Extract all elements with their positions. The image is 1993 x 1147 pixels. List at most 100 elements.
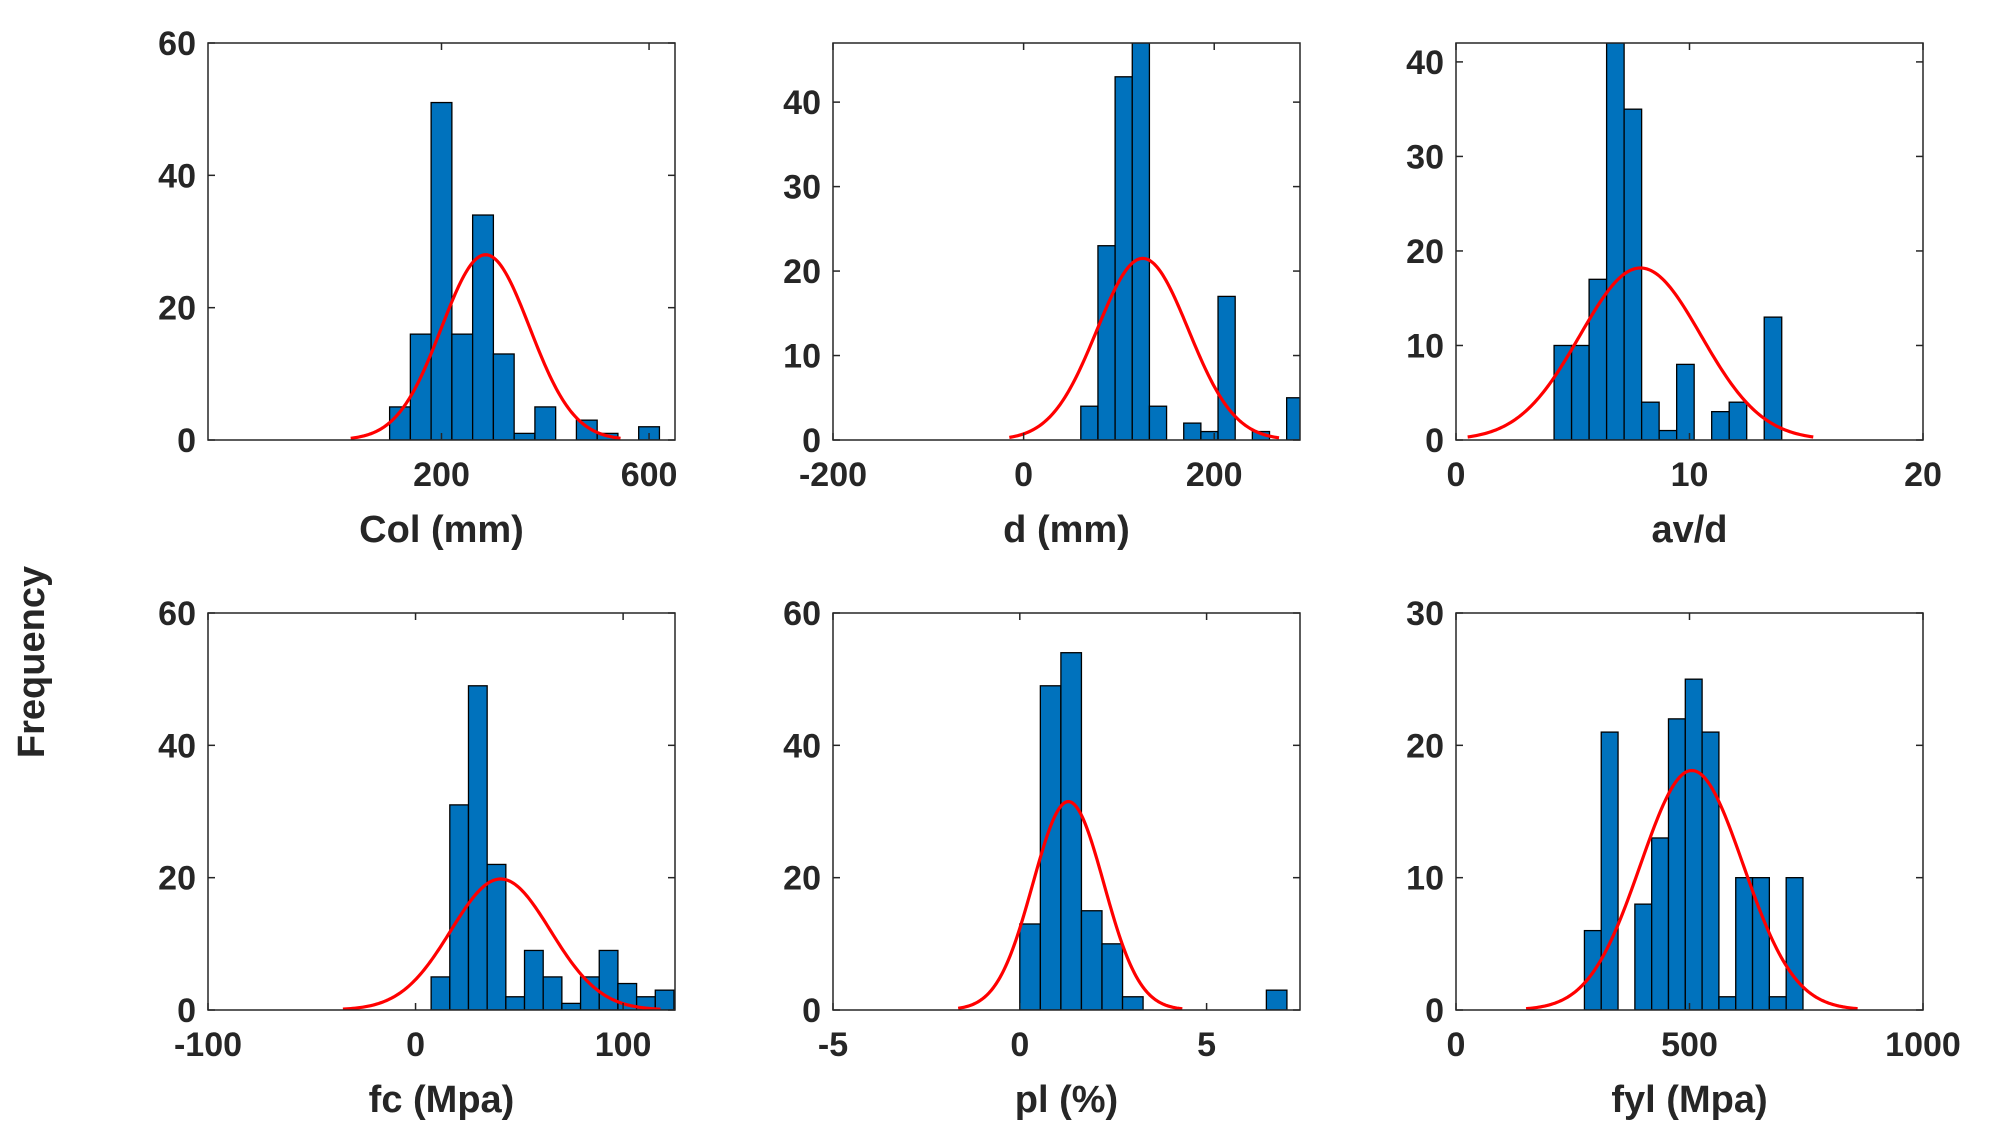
x-axis-label: Col (mm) bbox=[359, 509, 524, 551]
histogram-bar bbox=[1785, 877, 1804, 1010]
histogram-bar bbox=[1286, 397, 1300, 440]
histogram-bar bbox=[1200, 430, 1219, 440]
y-tick-label: 40 bbox=[158, 727, 196, 765]
y-tick-label: 40 bbox=[1406, 44, 1444, 82]
y-tick-label: 20 bbox=[1406, 727, 1444, 765]
y-tick-label: 10 bbox=[1406, 327, 1444, 365]
histogram-bar bbox=[542, 976, 563, 1010]
x-tick-label: 200 bbox=[1186, 456, 1243, 494]
histogram-bar bbox=[1676, 363, 1695, 440]
x-tick-label: 1000 bbox=[1885, 1026, 1961, 1064]
histogram-bar bbox=[1600, 731, 1619, 1010]
axes-box bbox=[832, 612, 1301, 1011]
x-tick-label: -5 bbox=[818, 1026, 848, 1064]
x-axis-label: fyl (Mpa) bbox=[1611, 1079, 1767, 1121]
histogram-bar bbox=[1570, 344, 1590, 440]
histogram-bar bbox=[486, 863, 507, 1010]
histogram-bar bbox=[654, 989, 675, 1010]
histogram-bar bbox=[430, 976, 451, 1010]
histogram-bar bbox=[1701, 731, 1720, 1010]
x-axis-label: d (mm) bbox=[1003, 509, 1130, 551]
normal-fit-curve bbox=[350, 253, 621, 440]
histogram-bar bbox=[1080, 910, 1103, 1010]
y-tick-label: 20 bbox=[158, 860, 196, 898]
normal-fit-curve bbox=[1467, 266, 1814, 439]
histogram-bar bbox=[1131, 43, 1151, 440]
y-tick-label: 40 bbox=[783, 84, 821, 122]
histogram-bar bbox=[523, 949, 544, 1010]
histogram-bar bbox=[534, 406, 557, 440]
x-axis-label: av/d bbox=[1651, 509, 1727, 551]
x-tick-label: 5 bbox=[1197, 1026, 1216, 1064]
histogram-bar bbox=[492, 353, 515, 440]
histogram-bar bbox=[561, 1002, 582, 1010]
histogram-bar bbox=[1060, 652, 1083, 1010]
y-tick-label: 60 bbox=[158, 595, 196, 633]
y-tick-label: 60 bbox=[158, 25, 196, 63]
y-tick-label: 10 bbox=[783, 338, 821, 376]
y-tick-label: 20 bbox=[783, 860, 821, 898]
y-tick-label: 60 bbox=[783, 595, 821, 633]
x-tick-label: 0 bbox=[1447, 1026, 1466, 1064]
normal-fit-curve bbox=[1525, 768, 1858, 1010]
x-axis-label: fc (Mpa) bbox=[369, 1079, 515, 1121]
y-tick-label: 30 bbox=[1406, 138, 1444, 176]
x-tick-label: 500 bbox=[1661, 1026, 1718, 1064]
x-tick-label: 100 bbox=[595, 1026, 652, 1064]
histogram-bar bbox=[1763, 316, 1783, 440]
histogram-bar bbox=[1768, 996, 1787, 1010]
histogram-bar bbox=[1121, 996, 1144, 1010]
x-tick-label: 0 bbox=[1014, 456, 1033, 494]
histogram-bar bbox=[1711, 410, 1730, 440]
histogram-bar bbox=[1101, 943, 1124, 1010]
y-tick-label: 40 bbox=[158, 157, 196, 195]
x-tick-label: 0 bbox=[1010, 1026, 1029, 1064]
histogram-bar bbox=[1623, 108, 1643, 440]
histogram-bar bbox=[1080, 405, 1099, 440]
y-tick-label: 20 bbox=[1406, 233, 1444, 271]
y-tick-label: 0 bbox=[177, 992, 196, 1030]
y-tick-label: 0 bbox=[1425, 422, 1444, 460]
histogram-bar bbox=[409, 333, 432, 440]
histogram-bar bbox=[471, 214, 495, 440]
histogram-bar bbox=[1751, 877, 1771, 1010]
x-tick-label: 0 bbox=[1447, 456, 1466, 494]
histogram-panel-6: 0 500 1000 0 10 20 30 fyl (Mpa) bbox=[1406, 595, 1961, 1121]
histogram-bar bbox=[1651, 837, 1670, 1010]
histogram-bar bbox=[1684, 678, 1703, 1010]
histogram-bar bbox=[1718, 996, 1737, 1010]
y-tick-label: 40 bbox=[783, 727, 821, 765]
histogram-bar bbox=[467, 685, 488, 1010]
axes-box bbox=[207, 612, 676, 1011]
histogram-bar bbox=[1265, 989, 1288, 1010]
histogram-bar bbox=[1148, 405, 1168, 440]
y-tick-label: 0 bbox=[802, 422, 821, 460]
x-tick-label: 10 bbox=[1671, 456, 1709, 494]
histogram-panel-3: 0 10 20 0 10 20 30 40 av/d bbox=[1406, 42, 1942, 551]
x-tick-label: 20 bbox=[1904, 456, 1942, 494]
y-tick-label: 0 bbox=[802, 992, 821, 1030]
histogram-bar bbox=[513, 432, 536, 440]
y-tick-label: 0 bbox=[177, 422, 196, 460]
axes-box bbox=[832, 42, 1301, 441]
x-axis-label: pl (%) bbox=[1015, 1079, 1118, 1121]
x-tick-label: -200 bbox=[799, 456, 867, 494]
histogram-bar bbox=[1019, 923, 1041, 1010]
y-tick-label: 20 bbox=[158, 290, 196, 328]
normal-fit-curve bbox=[342, 877, 661, 1010]
normal-fit-curve bbox=[957, 799, 1183, 1010]
normal-fit-curve bbox=[1009, 256, 1280, 440]
histogram-bar bbox=[1667, 718, 1686, 1010]
x-tick-label: 600 bbox=[621, 456, 678, 494]
y-tick-label: 30 bbox=[1406, 595, 1444, 633]
histogram-bar bbox=[430, 101, 453, 440]
histogram-bar bbox=[451, 333, 474, 440]
y-tick-label: 30 bbox=[783, 169, 821, 207]
histogram-panel-1: 200 600 0 20 40 60 Col (mm) bbox=[158, 25, 677, 551]
x-tick-label: 0 bbox=[406, 1026, 425, 1064]
histogram-bar bbox=[1728, 401, 1748, 440]
